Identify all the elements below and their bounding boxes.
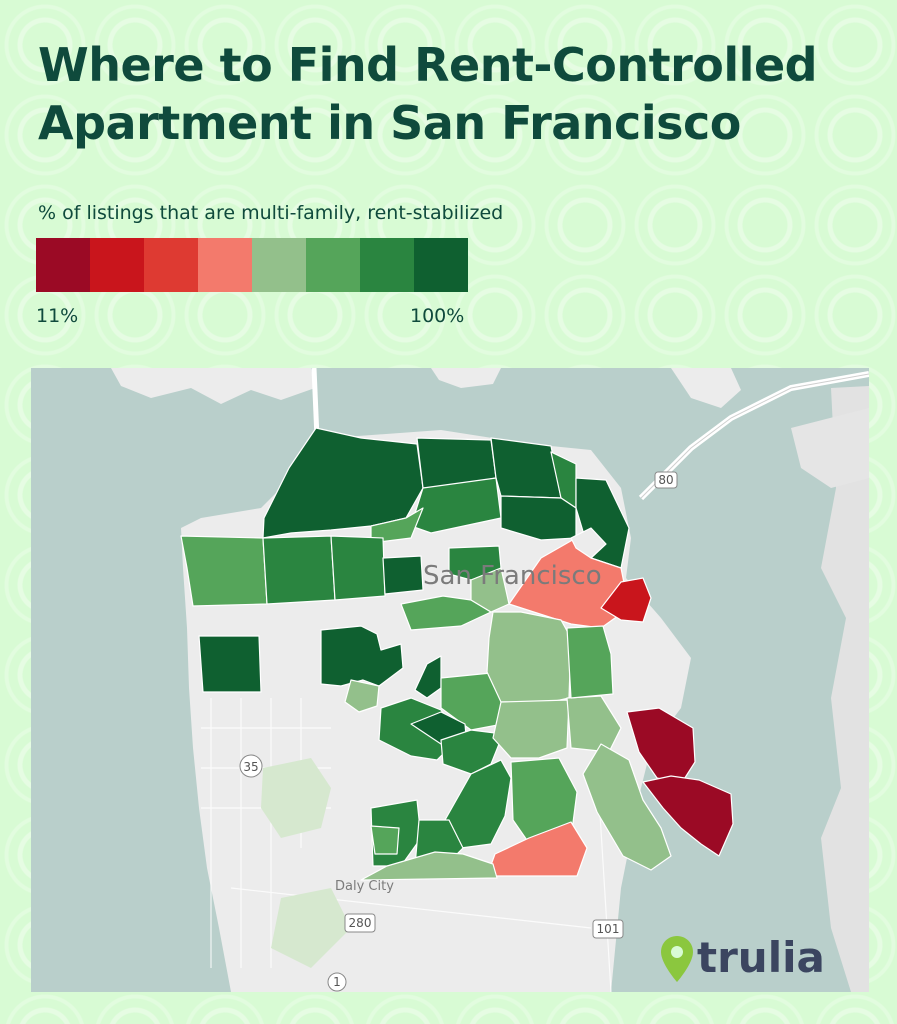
svg-text:80: 80	[658, 473, 673, 487]
neighborhood-west-portal[interactable]	[344, 679, 380, 713]
daly-city-label: Daly City	[335, 879, 394, 894]
neighborhood-hayes-valley[interactable]	[470, 567, 510, 613]
city-label: San Francisco	[423, 561, 602, 591]
neighborhood-russian-hill[interactable]	[490, 437, 562, 499]
legend-swatch-2	[90, 238, 144, 292]
legend-swatch-3	[144, 238, 198, 292]
neighborhood-outer-mission[interactable]	[360, 851, 498, 881]
neighborhood-twin-peaks[interactable]	[414, 655, 442, 699]
neighborhood-merced-heights[interactable]	[370, 825, 400, 855]
neighborhoods	[180, 427, 734, 881]
svg-text:1: 1	[333, 975, 341, 989]
legend-swatch-8	[414, 238, 468, 292]
park-area	[271, 888, 351, 968]
legend-swatch-5	[252, 238, 306, 292]
road-shield-101: 101	[592, 919, 624, 939]
neighborhood-outer-sunset[interactable]	[198, 635, 262, 693]
neighborhood-dogpatch[interactable]	[626, 707, 696, 785]
legend-swatch-7	[360, 238, 414, 292]
road-shield-1: 1	[327, 972, 347, 992]
east-bay-land	[791, 408, 869, 488]
bay-bridge-outline	[640, 373, 869, 499]
marin-land	[111, 368, 315, 404]
east-bay-land	[821, 386, 869, 992]
neighborhood-central-richmond[interactable]	[262, 535, 336, 605]
park-area	[261, 758, 331, 838]
island-land	[671, 368, 741, 408]
legend-swatch-6	[306, 238, 360, 292]
svg-text:280: 280	[349, 916, 372, 930]
neighborhood-excelsior-west[interactable]	[440, 729, 504, 775]
neighborhood-visitacion-valley[interactable]	[486, 821, 588, 877]
legend-max-label: 100%	[410, 305, 465, 327]
neighborhood-mission-south[interactable]	[492, 699, 570, 759]
neighborhood-bernal-heights[interactable]	[566, 695, 622, 753]
location-pin-icon	[661, 936, 693, 982]
neighborhood-lone-mountain[interactable]	[382, 555, 424, 595]
legend-swatch-1	[36, 238, 90, 292]
legend-title: % of listings that are multi-family, ren…	[38, 202, 504, 224]
brand-name: trulia	[697, 933, 825, 982]
neighborhood-mission[interactable]	[486, 611, 572, 703]
road-shield-35: 35	[239, 754, 263, 778]
svg-text:101: 101	[597, 922, 620, 936]
neighborhood-south-of-market[interactable]	[508, 537, 630, 629]
neighborhood-potrero[interactable]	[566, 625, 614, 699]
neighborhood-outer-richmond[interactable]	[180, 535, 268, 607]
neighborhood-financial-district[interactable]	[570, 527, 607, 559]
neighborhood-hunters-point[interactable]	[642, 775, 734, 857]
legend-color-scale	[36, 238, 468, 292]
road-shield-280: 280	[344, 913, 376, 933]
neighborhood-inner-richmond[interactable]	[330, 535, 386, 601]
neighborhood-inner-sunset[interactable]	[320, 625, 404, 687]
page-title: Where to Find Rent-Controlled Apartment …	[38, 38, 818, 150]
neighborhood-rincon-hill[interactable]	[600, 577, 652, 623]
legend-swatch-4	[198, 238, 252, 292]
san-francisco-map[interactable]: 80 35 280 101 1 San Francisco Daly City …	[31, 368, 869, 992]
trulia-logo: trulia	[661, 933, 825, 982]
neighborhood-bayview-north[interactable]	[582, 743, 672, 871]
road-shield-80: 80	[654, 471, 678, 489]
island-land	[431, 368, 501, 388]
svg-text:35: 35	[243, 760, 258, 774]
map-canvas: 80 35 280 101 1 San Francisco Daly City …	[31, 368, 869, 992]
legend-min-label: 11%	[36, 305, 79, 327]
golden-gate-bridge	[311, 368, 320, 439]
